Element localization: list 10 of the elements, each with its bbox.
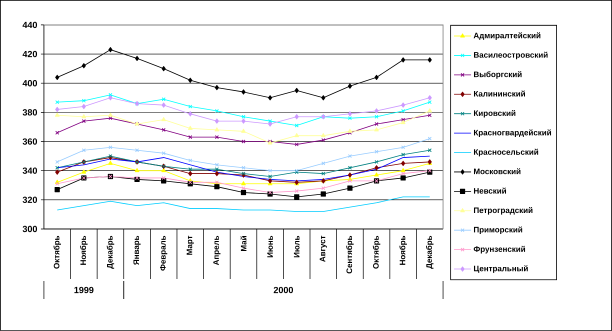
text: 1999 (74, 286, 94, 294)
y-tick-label: 340 (22, 168, 38, 174)
y-tick-label: 380 (22, 109, 38, 116)
y-tick-label: 440 (22, 22, 38, 28)
y-tick-label: 300 (22, 226, 38, 232)
y-tick-label: 400 (22, 80, 38, 86)
text: 2000 (274, 286, 294, 294)
y-tick-label: 360 (22, 138, 38, 145)
y-tick-label: 320 (22, 196, 38, 204)
y-tick-label: 420 (22, 50, 38, 58)
